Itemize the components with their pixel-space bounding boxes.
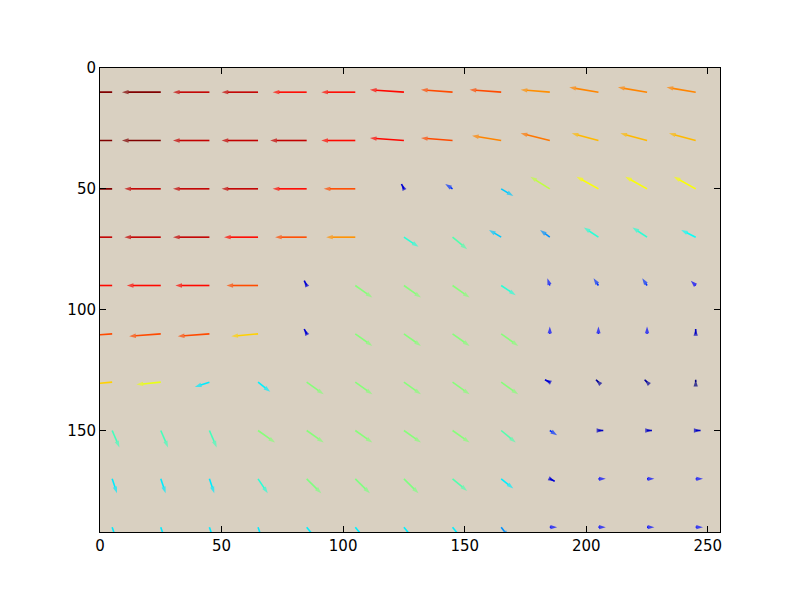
svg-text:150: 150 xyxy=(450,537,479,555)
svg-text:100: 100 xyxy=(329,537,358,555)
svg-text:100: 100 xyxy=(67,301,96,319)
svg-text:50: 50 xyxy=(77,180,96,198)
svg-text:200: 200 xyxy=(572,537,601,555)
svg-text:50: 50 xyxy=(212,537,231,555)
svg-text:0: 0 xyxy=(86,59,96,77)
svg-text:250: 250 xyxy=(694,537,723,555)
svg-text:150: 150 xyxy=(67,422,96,440)
svg-text:0: 0 xyxy=(95,537,105,555)
